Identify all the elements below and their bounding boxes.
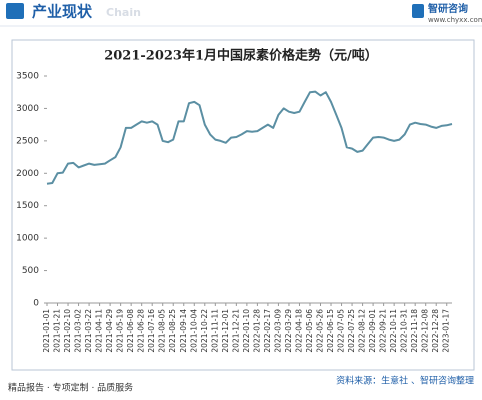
x-tick-label: 2021-01-21 [53, 309, 62, 353]
x-tick-label: 2021-08-25 [168, 309, 177, 353]
footer-source: 资料来源：生意社 、智研咨询整理 [336, 375, 474, 387]
brand: 智研咨询 [428, 2, 468, 15]
x-tick-label: 2022-09-21 [379, 309, 388, 353]
x-tick-label: 2022-03-09 [273, 309, 282, 353]
y-tick-label: 3500 [16, 72, 39, 82]
y-tick-label: 3000 [16, 104, 39, 114]
x-tick-label: 2023-01-17 [442, 309, 451, 353]
x-tick-label: 2022-01-28 [252, 309, 261, 353]
x-tick-label: 2022-10-31 [400, 309, 409, 353]
x-tick-label: 2022-09-01 [368, 309, 377, 353]
y-tick-label: 500 [22, 266, 39, 276]
x-tick-label: 2022-11-18 [410, 309, 419, 353]
x-tick-label: 2022-02-17 [263, 309, 272, 353]
y-tick-label: 1500 [16, 201, 39, 211]
x-tick-label: 2022-08-12 [358, 309, 367, 353]
price-line [46, 90, 453, 185]
header-icon [6, 3, 24, 19]
x-tick-label: 2021-09-14 [179, 309, 188, 353]
x-tick-label: 2021-05-19 [116, 309, 125, 353]
x-tick-label: 2021-01-01 [42, 309, 51, 353]
x-tick-label: 2022-12-08 [421, 309, 430, 353]
x-tick-label: 2021-04-11 [95, 309, 104, 353]
x-tick-label: 2022-04-18 [294, 309, 303, 353]
x-tick-label: 2021-11-11 [210, 309, 219, 353]
x-tick-label: 2022-07-05 [337, 309, 346, 353]
x-tick-label: 2021-10-04 [189, 309, 198, 353]
footer-left: 精品报告 · 专项定制 · 品质服务 [8, 382, 133, 394]
x-tick-label: 2021-04-29 [105, 309, 114, 353]
x-tick-label: 2021-12-01 [221, 309, 230, 353]
y-tick-label: 0 [33, 299, 39, 309]
header-title: 产业现状 [32, 3, 93, 21]
x-tick-label: 2022-10-11 [389, 309, 398, 353]
x-tick-label: 2021-08-05 [158, 309, 167, 353]
chart-title: 2021-2023年1月中国尿素价格走势（元/吨） [104, 48, 378, 64]
x-tick-label: 2022-03-29 [284, 309, 293, 353]
x-tick-label: 2022-06-15 [326, 309, 335, 353]
x-tick-label: 2021-03-02 [74, 309, 83, 353]
header-subtitle: Chain [106, 6, 141, 19]
x-tick-label: 2021-06-08 [126, 309, 135, 353]
logo-icon [412, 4, 424, 18]
y-tick-label: 2000 [16, 169, 39, 179]
url: www.chyxx.com [428, 16, 482, 24]
x-tick-label: 2022-05-26 [316, 309, 325, 353]
x-tick-label: 2021-07-16 [147, 309, 156, 353]
x-tick-label: 2022-01-10 [242, 309, 251, 353]
x-tick-label: 2021-10-22 [200, 309, 209, 353]
x-tick-label: 2021-06-28 [137, 309, 146, 353]
x-tick-label: 2022-05-06 [305, 309, 314, 353]
y-tick-label: 2500 [16, 136, 39, 146]
x-tick-label: 2021-03-22 [84, 309, 93, 353]
x-tick-label: 2021-12-21 [231, 309, 240, 353]
x-tick-label: 2022-12-28 [431, 309, 440, 353]
x-tick-label: 2021-02-10 [63, 309, 72, 353]
y-tick-label: 1000 [16, 234, 39, 244]
x-tick-label: 2022-07-25 [347, 309, 356, 353]
chart-frame [11, 39, 475, 371]
